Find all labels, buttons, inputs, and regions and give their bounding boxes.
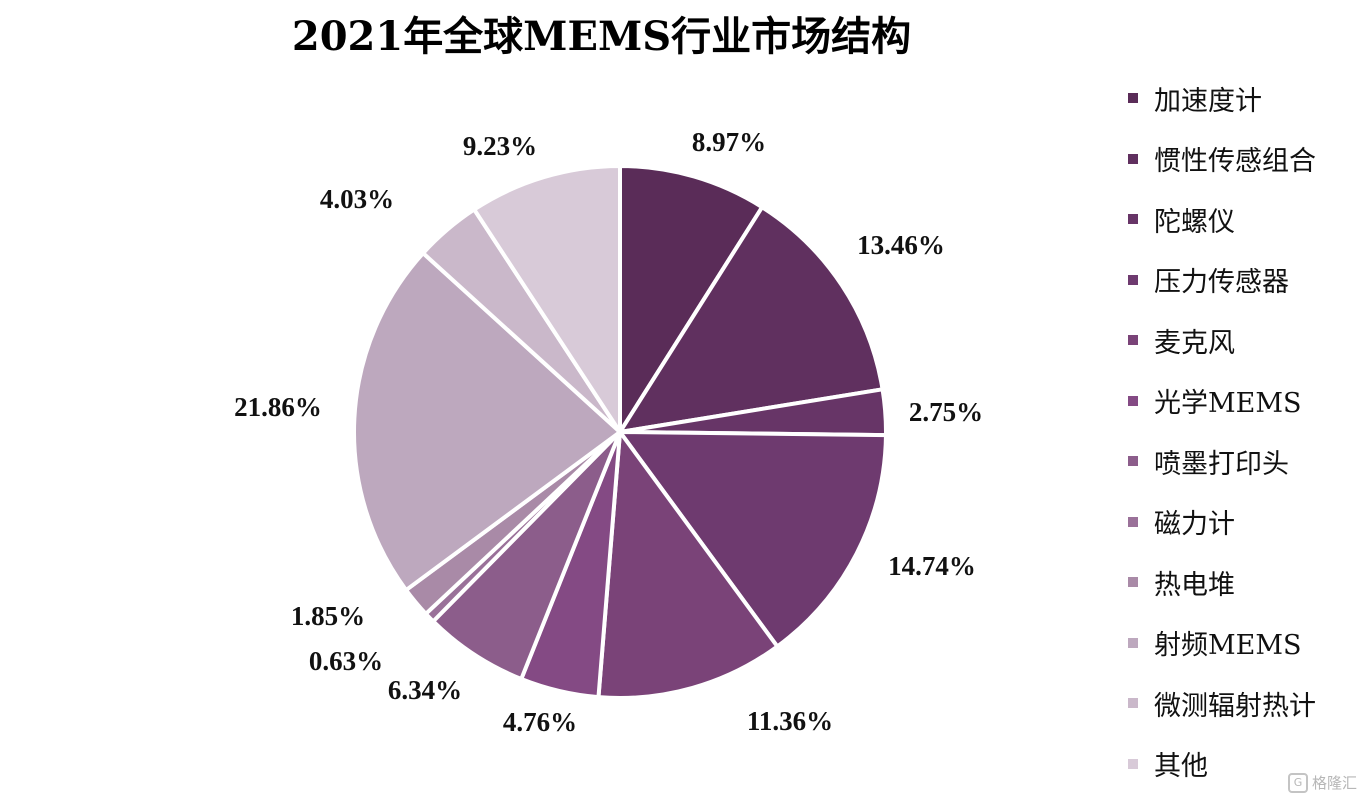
legend-label: 微测辐射热计 xyxy=(1154,690,1316,722)
pie-slice xyxy=(618,164,765,434)
slice-data-label: 2.75% xyxy=(909,397,983,427)
legend-item: 光学MEMS xyxy=(1128,381,1302,421)
chart-title: 2021年全球MEMS行业市场结构 xyxy=(291,13,912,60)
legend-label: 其他 xyxy=(1154,751,1208,782)
pie-slice xyxy=(352,251,622,593)
pie-chart: 8.97% 13.46% 2.75% 14.74% 11.36% 4.76% 6.34%0.… xyxy=(234,127,983,737)
slice-data-label: 11.36% xyxy=(747,706,833,736)
legend-swatch xyxy=(1128,93,1138,103)
watermark-text: 格隆汇 xyxy=(1311,774,1357,792)
legend-swatch xyxy=(1128,456,1138,466)
slice-data-label: 4.76% xyxy=(503,707,577,737)
legend-item: 热电堆 xyxy=(1128,562,1235,602)
pie-slice xyxy=(618,430,888,649)
slice-data-label: 6.34% xyxy=(388,675,462,705)
slice-data-label: 14.74% xyxy=(888,551,976,581)
legend-label: 加速度计 xyxy=(1154,85,1262,117)
slice-data-label: 8.97% xyxy=(692,127,766,157)
legend-item: 其他 xyxy=(1128,744,1208,784)
legend-label: 压力传感器 xyxy=(1154,267,1289,298)
legend-swatch xyxy=(1128,758,1138,769)
slice-data-label: 9.23% xyxy=(463,131,537,161)
legend-swatch xyxy=(1128,516,1138,527)
legend-label: 光学MEMS xyxy=(1154,388,1302,419)
slice-data-label: 13.46% xyxy=(857,230,945,260)
watermark: G 格隆汇 xyxy=(1287,772,1357,793)
legend-item: 微测辐射热计 xyxy=(1128,683,1316,723)
legend-item: 麦克风 xyxy=(1128,320,1235,360)
pie-slice xyxy=(596,430,780,700)
legend-swatch xyxy=(1128,698,1138,708)
legend-label: 喷墨打印头 xyxy=(1154,448,1289,480)
legend-item: 磁力计 xyxy=(1128,502,1235,542)
legend-item: 陀螺仪 xyxy=(1128,199,1235,239)
legend-item: 压力传感器 xyxy=(1128,260,1289,300)
legend-item: 喷墨打印头 xyxy=(1128,441,1289,481)
legend-item: 惯性传感组合 xyxy=(1128,139,1316,179)
legend-swatch xyxy=(1128,637,1138,648)
legend-label: 射频MEMS xyxy=(1154,630,1302,661)
legend-label: 磁力计 xyxy=(1154,509,1235,540)
legend-swatch xyxy=(1128,577,1138,587)
legend-swatch xyxy=(1128,274,1138,285)
pie-slice xyxy=(472,164,622,434)
legend-item: 射频MEMS xyxy=(1128,623,1302,663)
legend-label: 惯性传感组合 xyxy=(1154,146,1316,177)
legend-item: 加速度计 xyxy=(1128,78,1262,118)
legend-swatch xyxy=(1128,153,1138,164)
slice-data-label: 0.63% xyxy=(309,646,383,676)
legend-label: 陀螺仪 xyxy=(1154,206,1235,238)
legend-swatch xyxy=(1128,395,1138,406)
slice-data-label: 1.85% xyxy=(291,601,365,631)
slice-data-label: 4.03% xyxy=(320,184,394,214)
slice-data-label: 21.86% xyxy=(234,392,322,422)
watermark-logo-icon: G xyxy=(1287,772,1308,793)
legend-swatch xyxy=(1128,214,1138,224)
legend-label: 热电堆 xyxy=(1154,569,1235,601)
pie-slice xyxy=(618,205,885,434)
legend-label: 麦克风 xyxy=(1154,327,1235,359)
legend-swatch xyxy=(1128,335,1138,345)
